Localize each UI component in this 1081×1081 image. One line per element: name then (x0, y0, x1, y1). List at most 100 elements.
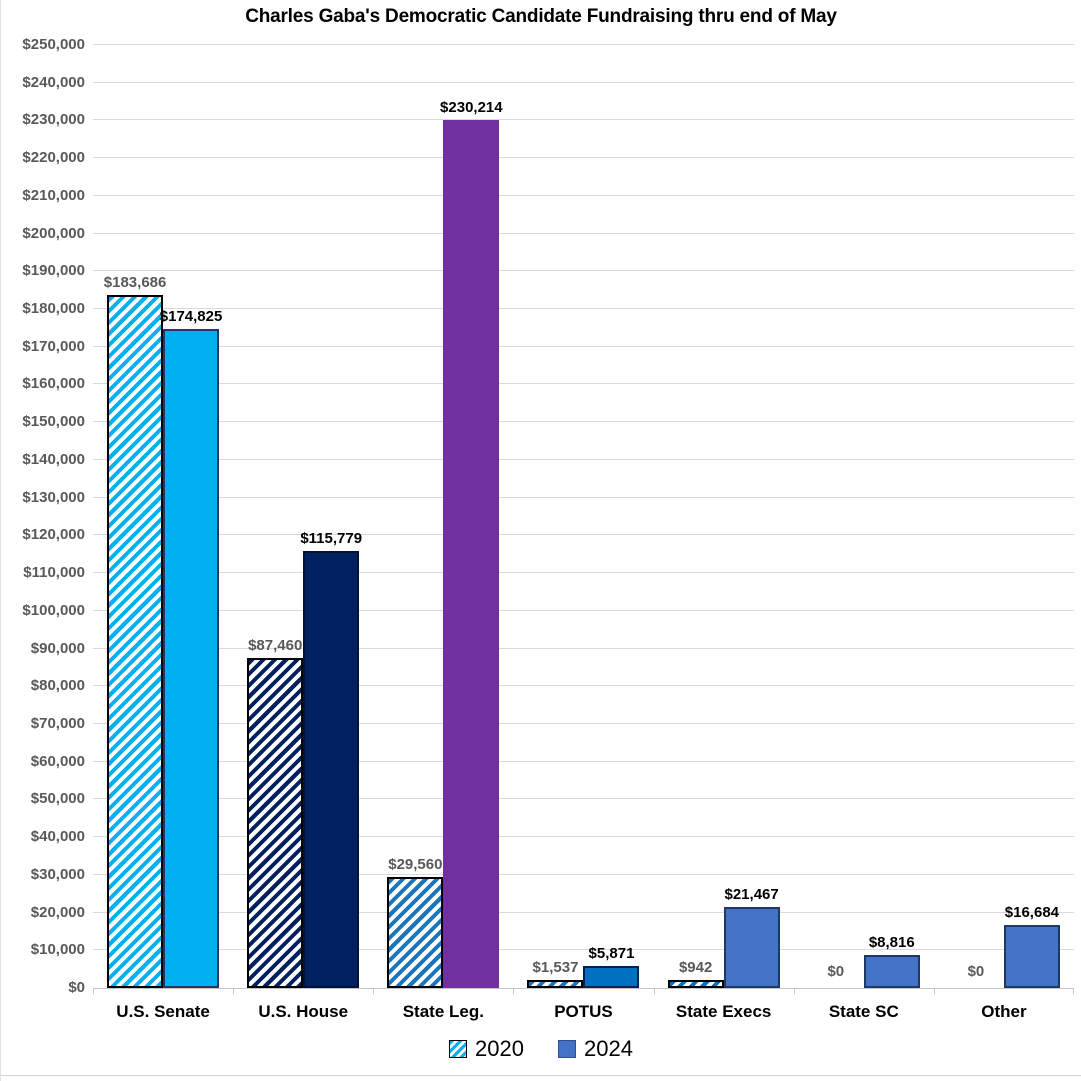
gridline (93, 722, 1074, 724)
bar-label-2020-2: $29,560 (388, 855, 443, 873)
bar-label-2020-6: $0 (967, 963, 985, 980)
y-axis-tick-label: $40,000 (30, 828, 85, 846)
bar-2024-2 (443, 119, 500, 988)
gridline (93, 383, 1074, 385)
y-axis-tick-label: $210,000 (22, 186, 85, 204)
bar-2024-6 (1003, 925, 1060, 988)
bar-2020-3 (527, 980, 584, 988)
x-axis-tick (233, 988, 234, 994)
legend-item-2024: 2024 (558, 1036, 633, 1062)
y-axis-tick-label: $0 (68, 979, 85, 996)
gridline (93, 534, 1074, 536)
bar-2020-0 (107, 295, 164, 988)
category-group: $1,537 $5,871 (513, 45, 653, 988)
gridline (93, 609, 1074, 611)
category-group: $0 $8,816 (794, 45, 934, 988)
bar-label-2020-5: $0 (827, 963, 845, 980)
bar-label-2024-3: $5,871 (588, 944, 635, 962)
bar-label-2020-1: $87,460 (248, 637, 303, 655)
category-group: $942 $21,467 (654, 45, 794, 988)
bar-2024-4 (723, 907, 780, 988)
x-axis-category-label: POTUS (554, 1002, 613, 1021)
gridline (93, 873, 1074, 875)
bar-2024-1 (303, 551, 360, 988)
x-axis-tick (794, 988, 795, 994)
gridline (93, 194, 1074, 196)
gridline (93, 685, 1074, 687)
gridline (93, 836, 1074, 838)
x-axis-tick (93, 988, 94, 994)
bar-2024-0 (163, 328, 220, 988)
x-axis-category-label: State Leg. (402, 1002, 484, 1021)
y-axis-tick-label: $70,000 (30, 714, 85, 732)
bar-2020-4 (667, 980, 724, 988)
y-axis-tick-label: $200,000 (22, 224, 85, 242)
x-axis-category-label: Other (981, 1002, 1027, 1021)
gridline (93, 572, 1074, 574)
category-group: $0 $16,684 (934, 45, 1074, 988)
legend: 2020 2024 (1, 1036, 1081, 1062)
gridline (93, 345, 1074, 347)
x-axis-category-label: State Execs (675, 1002, 772, 1021)
legend-swatch-2020 (449, 1040, 468, 1058)
gridline (93, 232, 1074, 234)
gridline (93, 760, 1074, 762)
bar-label-2024-2: $230,214 (440, 98, 503, 116)
gridline (93, 458, 1074, 460)
y-axis-tick-label: $20,000 (30, 903, 85, 921)
y-axis-tick-label: $250,000 (22, 36, 85, 53)
y-axis-tick-label: $240,000 (22, 73, 85, 91)
gridline (93, 308, 1074, 310)
y-axis-tick-label: $150,000 (22, 413, 85, 431)
y-axis-tick-label: $140,000 (22, 450, 85, 468)
bar-label-2020-0: $183,686 (103, 274, 167, 292)
y-axis-tick-label: $160,000 (22, 375, 85, 393)
bar-label-2024-1: $115,779 (300, 530, 363, 548)
y-axis-tick-label: $100,000 (22, 601, 85, 619)
x-axis-category-label: U.S. Senate (116, 1002, 210, 1021)
y-axis-tick-label: $30,000 (30, 865, 85, 883)
category-group: $29,560 $230,214 (373, 45, 513, 988)
y-axis-tick-label: $170,000 (22, 337, 85, 355)
bar-label-2024-4: $21,467 (724, 886, 779, 904)
x-axis-category-label: State SC (828, 1002, 899, 1021)
bar-label-2024-5: $8,816 (868, 933, 915, 951)
gridline (93, 81, 1074, 83)
gridline (93, 270, 1074, 272)
bar-2024-3 (583, 965, 640, 988)
y-axis-tick-label: $60,000 (30, 752, 85, 770)
gridline (93, 798, 1074, 800)
gridline (93, 119, 1074, 121)
x-axis-line (93, 988, 1074, 989)
legend-item-2020: 2020 (449, 1036, 524, 1062)
gridline (93, 157, 1074, 159)
gridline (93, 44, 1074, 45)
x-axis-tick (373, 988, 374, 994)
bar-label-2020-3: $1,537 (532, 959, 579, 976)
y-axis-tick-label: $130,000 (22, 488, 85, 506)
x-axis-tick (934, 988, 935, 994)
category-group: $87,460 $115,779 (233, 45, 373, 988)
y-axis-tick-label: $80,000 (30, 677, 85, 695)
y-axis-tick-label: $10,000 (30, 941, 85, 959)
gridline (93, 496, 1074, 498)
x-axis-tick (513, 988, 514, 994)
y-axis-tick-label: $110,000 (23, 564, 85, 582)
y-axis-tick-label: $230,000 (22, 111, 85, 129)
y-axis-tick-label: $190,000 (22, 262, 85, 280)
x-axis-category-label: U.S. House (258, 1002, 349, 1021)
bar-2024-5 (863, 954, 920, 988)
bar-2020-2 (387, 876, 444, 988)
y-axis-tick-label: $120,000 (22, 526, 85, 544)
legend-label-2024: 2024 (584, 1036, 633, 1061)
plot-area: $183,686 $174,825 $87,460 $115,779 $29,560 $2… (93, 44, 1074, 994)
y-axis-tick-label: $90,000 (30, 639, 85, 657)
bar-label-2024-6: $16,684 (1004, 904, 1060, 922)
x-axis-tick (1073, 988, 1074, 994)
bar-label-2020-4: $942 (678, 959, 713, 976)
legend-label-2020: 2020 (475, 1036, 524, 1061)
gridline (93, 421, 1074, 423)
y-axis-tick-label: $180,000 (22, 300, 85, 318)
x-axis-tick (654, 988, 655, 994)
